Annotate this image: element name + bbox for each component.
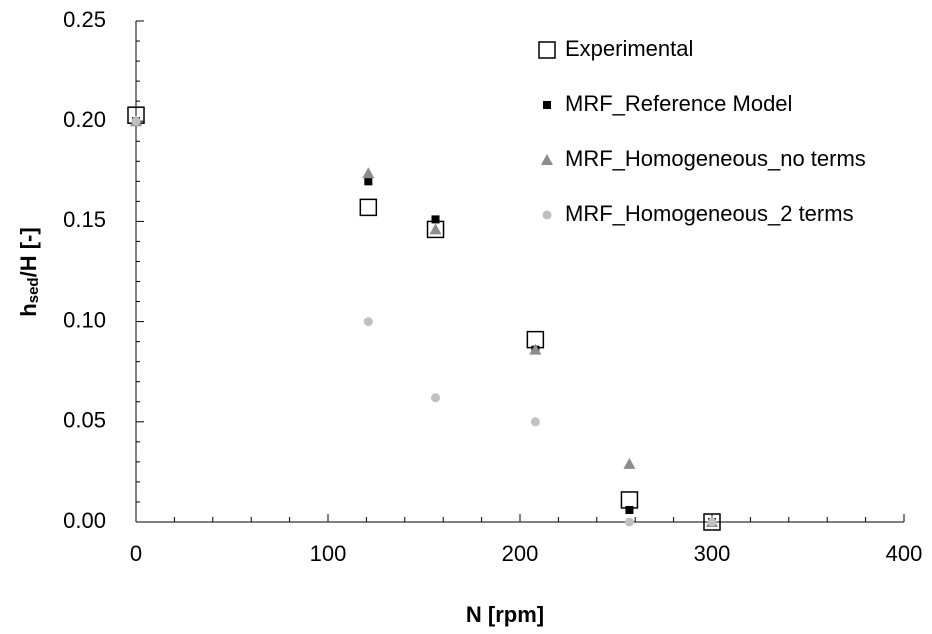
x-tick-label: 100 xyxy=(310,541,347,566)
y-label-part: /H [-] xyxy=(16,227,41,277)
y-tick-label: 0.05 xyxy=(63,408,106,433)
legend-marker xyxy=(538,41,556,59)
legend-label: MRF_Reference Model xyxy=(565,91,792,116)
legend-label: MRF_Homogeneous_no terms xyxy=(565,146,866,171)
y-tick-label: 0.10 xyxy=(63,307,106,332)
point xyxy=(623,457,636,469)
point xyxy=(131,116,141,126)
legend-marker xyxy=(541,154,553,165)
point xyxy=(429,223,442,235)
point xyxy=(364,177,373,186)
point xyxy=(624,517,634,527)
y-tick-label: 0.00 xyxy=(63,508,106,533)
y-tick-label: 0.15 xyxy=(63,207,106,232)
point xyxy=(529,343,542,355)
legend-label: MRF_Homogeneous_2 terms xyxy=(565,201,854,226)
y-tick-label: 0.25 xyxy=(63,7,106,32)
point xyxy=(362,167,375,179)
point xyxy=(530,417,540,427)
point xyxy=(359,198,378,217)
x-tick-label: 0 xyxy=(130,541,142,566)
x-axis-label: N [rpm] xyxy=(466,602,544,627)
point xyxy=(625,505,634,514)
point xyxy=(431,393,441,403)
point xyxy=(707,517,717,527)
point xyxy=(703,513,721,531)
x-tick-label: 300 xyxy=(694,541,731,566)
y-axis-label: hsed/H [-] xyxy=(16,227,42,316)
legend-label: Experimental xyxy=(565,36,693,61)
x-tick-label: 400 xyxy=(886,541,923,566)
x-tick-label: 200 xyxy=(502,541,539,566)
y-tick-label: 0.20 xyxy=(63,107,106,132)
legend-marker xyxy=(543,101,551,109)
legend-marker xyxy=(542,210,552,220)
y-label-sub: sed xyxy=(25,277,42,303)
point xyxy=(431,215,440,224)
y-label-part: h xyxy=(16,303,41,316)
point xyxy=(363,317,373,327)
point xyxy=(620,491,639,509)
